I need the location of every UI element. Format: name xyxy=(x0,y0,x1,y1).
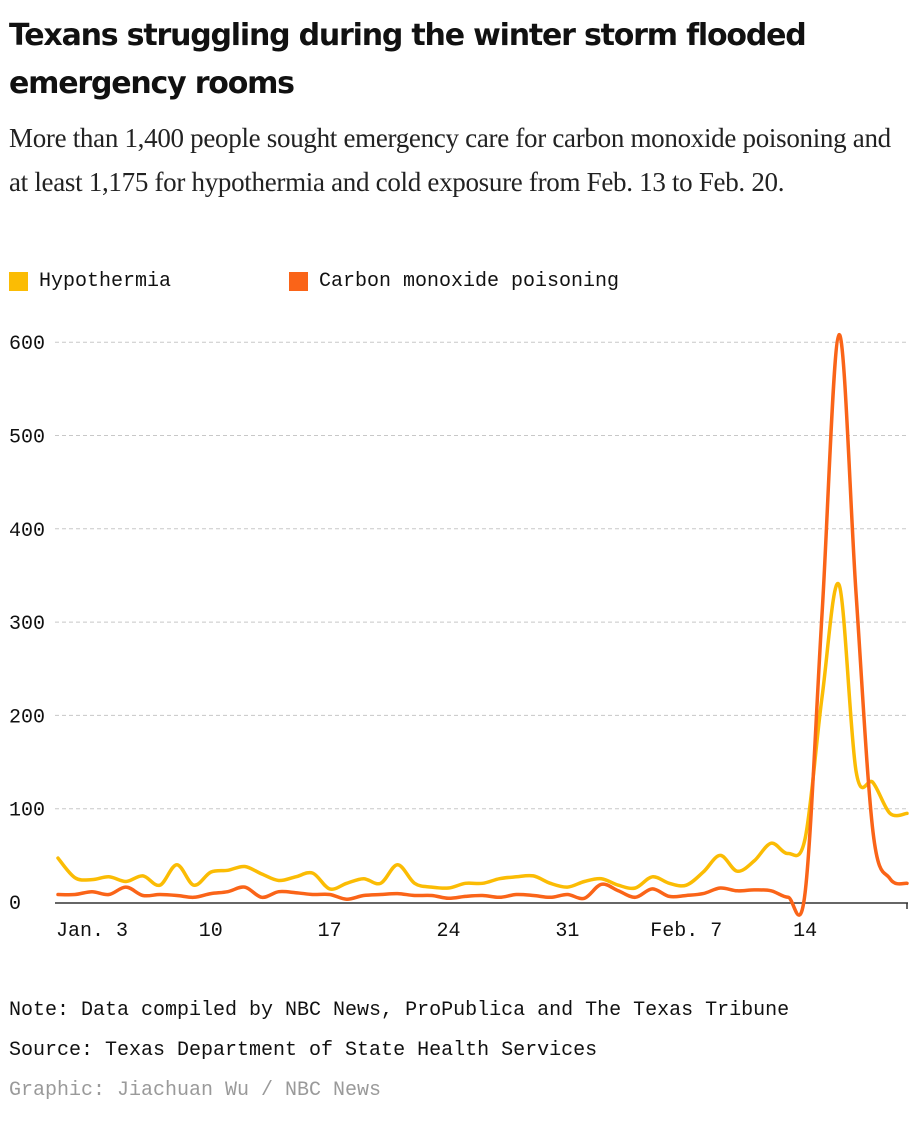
y-tick-label-200: 200 xyxy=(9,706,45,729)
page-subtitle: More than 1,400 people sought emergency … xyxy=(9,123,891,197)
x-tick-label: 24 xyxy=(437,920,461,943)
y-tick-label-600: 600 xyxy=(9,333,45,356)
legend-item-carbon-monoxide: Carbon monoxide poisoning xyxy=(289,270,619,293)
x-tick-label: 17 xyxy=(318,920,342,943)
y-tick-label-0: 0 xyxy=(9,893,21,916)
x-tick-label: Feb. 7 xyxy=(650,920,722,943)
line-chart: 0 100 200 300 400 500 600 Jan. 3 10 17 24 31 Feb. 7… xyxy=(9,332,909,943)
y-axis-tick-labels: 0 100 200 300 400 500 600 xyxy=(9,333,45,916)
x-tick-label: 31 xyxy=(555,920,579,943)
x-tick-label: 14 xyxy=(793,920,817,943)
chart-gridlines xyxy=(55,341,908,810)
y-tick-label-300: 300 xyxy=(9,613,45,636)
y-tick-label-100: 100 xyxy=(9,800,45,823)
y-tick-label-500: 500 xyxy=(9,427,45,450)
series-line-carbon-monoxide xyxy=(56,332,909,917)
x-axis: Jan. 3 10 17 24 31 Feb. 7 14 xyxy=(55,902,908,943)
legend-swatch-carbon-monoxide xyxy=(289,272,308,291)
chart-note: Note: Data compiled by NBC News, ProPubl… xyxy=(9,999,790,1022)
y-tick-label-400: 400 xyxy=(9,520,45,543)
series-line-hypothermia xyxy=(56,581,909,891)
chart-source: Source: Texas Department of State Health… xyxy=(9,1039,598,1062)
x-tick-label: 10 xyxy=(199,920,223,943)
legend-label-hypothermia: Hypothermia xyxy=(39,270,172,293)
chart-legend: Hypothermia Carbon monoxide poisoning xyxy=(9,270,909,296)
chart-credit: Graphic: Jiachuan Wu / NBC News xyxy=(9,1079,382,1102)
legend-swatch-hypothermia xyxy=(9,272,28,291)
legend-item-hypothermia: Hypothermia xyxy=(9,270,171,293)
chart-series xyxy=(56,332,909,917)
page-title: Texans struggling during the winter stor… xyxy=(9,18,807,101)
legend-label-carbon-monoxide: Carbon monoxide poisoning xyxy=(319,270,620,293)
x-tick-label: Jan. 3 xyxy=(56,920,128,943)
